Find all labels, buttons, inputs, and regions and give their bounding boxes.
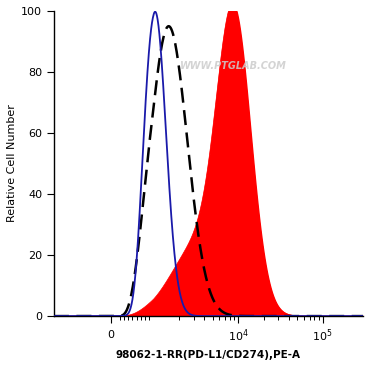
X-axis label: 98062-1-RR(PD-L1/CD274),PE-A: 98062-1-RR(PD-L1/CD274),PE-A: [116, 350, 301, 360]
Y-axis label: Relative Cell Number: Relative Cell Number: [7, 105, 17, 222]
Text: WWW.PTGLAB.COM: WWW.PTGLAB.COM: [180, 61, 287, 71]
